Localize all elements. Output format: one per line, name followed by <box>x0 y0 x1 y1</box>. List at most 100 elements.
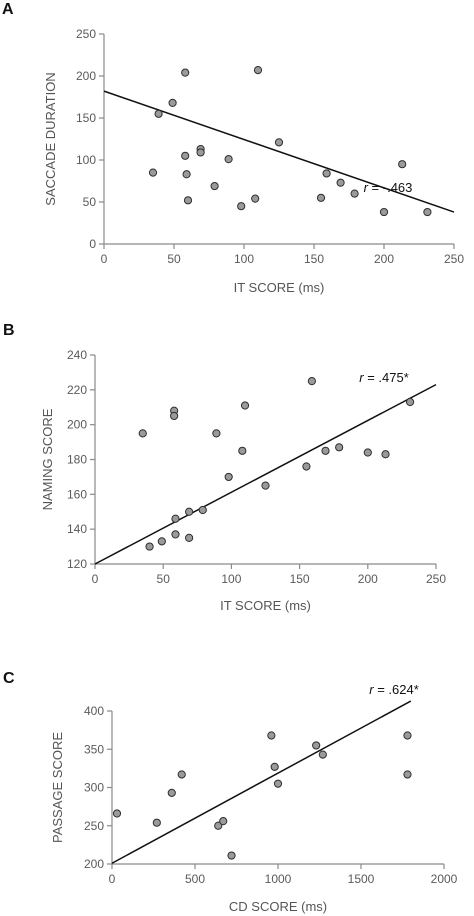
panel-letter: B <box>3 322 15 339</box>
data-point <box>145 542 154 551</box>
data-point <box>181 151 190 160</box>
y-axis-title: NAMING SCORE <box>40 408 55 510</box>
x-tick-label: 50 <box>167 252 181 266</box>
data-point <box>379 207 389 217</box>
correlation-value: = -.463 <box>368 180 412 195</box>
y-axis-title: SACCADE DURATION <box>43 72 58 205</box>
data-point <box>238 446 247 455</box>
data-point <box>381 450 390 459</box>
data-point <box>181 68 190 77</box>
x-tick-label: 200 <box>358 572 378 586</box>
data-point <box>224 155 233 164</box>
data-point <box>321 446 330 455</box>
x-axis-title: IT SCORE (ms) <box>220 598 311 613</box>
y-tick-label: 50 <box>83 195 97 209</box>
data-point <box>185 533 194 542</box>
data-point <box>237 202 246 211</box>
data-point <box>318 750 327 759</box>
data-point <box>138 429 147 438</box>
data-point <box>302 462 311 471</box>
y-tick-label: 350 <box>84 742 104 756</box>
data-point <box>224 472 233 482</box>
data-point <box>167 788 176 797</box>
y-tick-label: 200 <box>76 69 96 83</box>
correlation-value: = .475* <box>364 370 409 385</box>
correlation-symbol: r <box>359 370 364 385</box>
x-tick-label: 1000 <box>265 872 292 886</box>
correlation-value: = .624* <box>374 682 419 697</box>
y-tick-label: 200 <box>84 857 104 871</box>
data-point <box>403 770 412 779</box>
data-point <box>270 762 279 771</box>
data-point <box>253 66 263 75</box>
x-tick-label: 0 <box>92 572 99 586</box>
regression-line <box>111 700 412 864</box>
data-point <box>112 809 122 818</box>
x-tick-label: 200 <box>374 252 394 266</box>
x-axis-title: IT SCORE (ms) <box>234 280 325 295</box>
data-point <box>157 537 166 546</box>
data-point <box>185 507 194 516</box>
correlation-label: r = -.463 <box>364 180 413 195</box>
correlation-label: r = .475* <box>359 370 409 385</box>
data-point <box>227 851 236 860</box>
panel-a: A 0 50 100 150 200 250 0 50 100 150 200 250 IT SCORE … <box>2 1 464 295</box>
x-tick-label: 500 <box>185 872 205 886</box>
y-tick-label: 0 <box>89 237 96 251</box>
x-tick-label: 0 <box>101 252 108 266</box>
regression-line <box>94 383 437 565</box>
data-point <box>405 397 415 407</box>
data-point <box>398 160 407 169</box>
x-tick-label: 150 <box>304 252 324 266</box>
data-point <box>350 189 359 198</box>
data-point <box>336 178 345 187</box>
data-point <box>267 731 276 740</box>
data-point <box>322 169 331 178</box>
correlation-label: r = .624* <box>369 682 419 697</box>
x-tick-label: 250 <box>444 252 464 266</box>
y-tick-label: 120 <box>67 557 87 571</box>
y-tick-label: 200 <box>67 418 87 432</box>
data-point <box>171 530 180 539</box>
x-axis-title: CD SCORE (ms) <box>229 899 327 914</box>
data-point <box>171 514 180 523</box>
x-tick-label: 100 <box>234 252 254 266</box>
data-point <box>273 779 283 788</box>
data-point <box>168 98 177 107</box>
panel-c: C 200 250 300 350 400 0 500 1000 1500 2000 CD SCORE… <box>3 670 458 914</box>
y-tick-label: 300 <box>84 781 104 795</box>
data-point <box>148 168 158 177</box>
y-tick-label: 180 <box>67 453 87 467</box>
data-point <box>251 194 260 203</box>
y-tick-label: 250 <box>76 27 96 41</box>
correlation-symbol: r <box>364 180 369 195</box>
data-point <box>240 401 250 410</box>
data-point <box>274 138 284 147</box>
regression-line <box>103 90 455 213</box>
data-point <box>261 481 270 490</box>
data-point <box>177 770 186 779</box>
x-tick-label: 2000 <box>431 872 458 886</box>
x-tick-label: 0 <box>109 872 116 886</box>
data-point <box>196 148 205 157</box>
y-tick-label: 250 <box>84 819 104 833</box>
x-tick-label: 1500 <box>348 872 375 886</box>
data-point <box>363 448 372 457</box>
data-point <box>198 505 207 515</box>
data-point <box>335 443 344 452</box>
x-tick-label: 250 <box>426 572 446 586</box>
y-tick-label: 240 <box>67 348 87 362</box>
data-point <box>182 170 191 179</box>
data-point <box>214 821 223 830</box>
data-point <box>423 207 432 217</box>
correlation-symbol: r <box>369 682 374 697</box>
panel-letter: A <box>2 1 14 18</box>
data-point <box>307 377 316 386</box>
data-point <box>316 193 326 202</box>
data-point <box>212 429 221 438</box>
data-point <box>219 817 228 826</box>
data-point <box>152 818 161 827</box>
y-tick-label: 220 <box>67 383 87 397</box>
x-tick-label: 50 <box>157 572 171 586</box>
